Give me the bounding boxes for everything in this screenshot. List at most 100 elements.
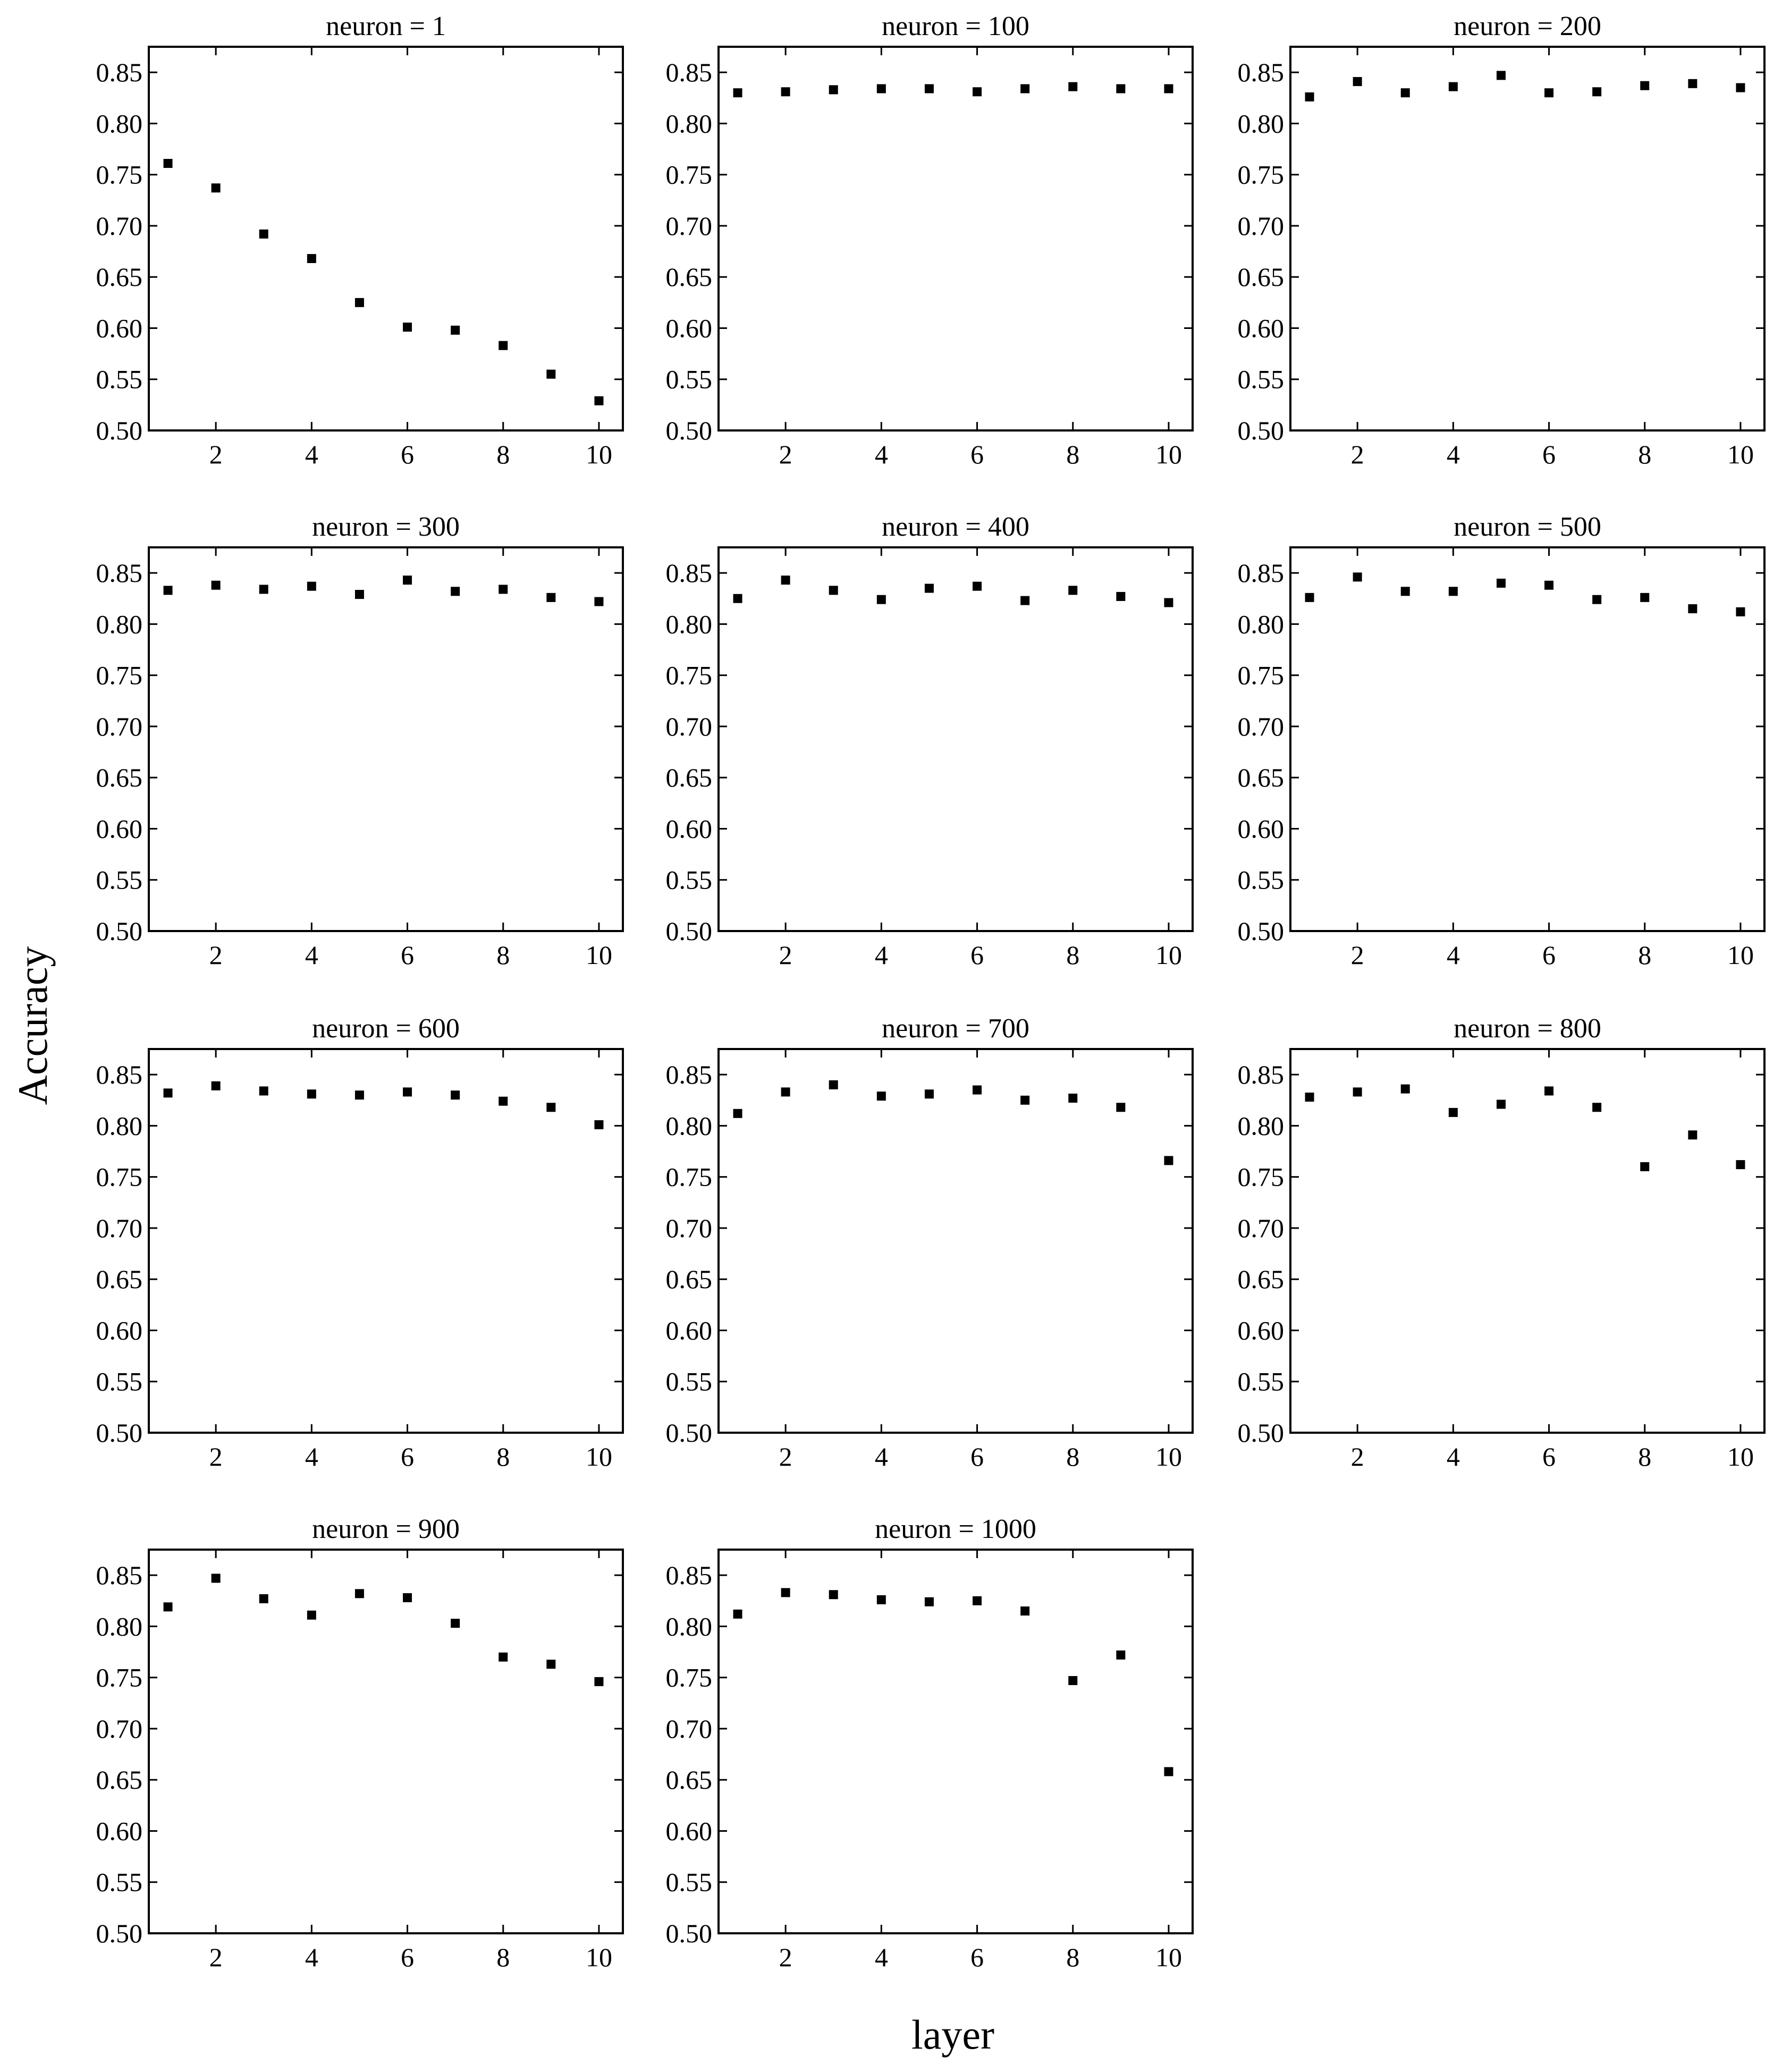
y-tick-label: 0.60	[666, 313, 713, 343]
data-point	[1164, 1767, 1173, 1777]
data-point	[1068, 82, 1078, 91]
plot-frame	[1289, 1048, 1766, 1434]
y-tick-label: 0.80	[96, 609, 143, 639]
data-point	[1020, 1095, 1030, 1105]
y-tick-label: 0.85	[1238, 558, 1285, 588]
x-tick-label: 6	[970, 1442, 984, 1471]
x-tick-label: 8	[1638, 439, 1651, 469]
plot-frame	[717, 1549, 1194, 1934]
data-point	[354, 590, 364, 599]
data-point	[924, 1597, 934, 1606]
y-tick-label: 0.60	[96, 814, 143, 843]
data-point	[1496, 71, 1506, 80]
plot-frame	[717, 546, 1194, 932]
y-tick-label: 0.85	[96, 558, 143, 588]
data-point	[1496, 1100, 1506, 1109]
data-point	[546, 369, 556, 379]
plot-frame	[148, 46, 624, 432]
y-tick-label: 0.55	[96, 1867, 143, 1897]
y-tick-label: 0.85	[1238, 1060, 1285, 1089]
x-tick-label: 2	[209, 439, 223, 469]
data-point	[1353, 1087, 1362, 1097]
scatter-panel: neuron = 900 0.50 0.55 0.60 0.65 0.70 0.75 0.80…	[96, 1514, 624, 1972]
panel-title: neuron = 100	[882, 11, 1029, 41]
y-tick-label: 0.70	[1238, 1213, 1285, 1243]
x-tick-label: 6	[401, 1442, 414, 1471]
y-tick-label: 0.50	[96, 1418, 143, 1448]
data-point	[259, 229, 268, 239]
x-tick-label: 10	[1155, 940, 1182, 970]
y-tick-label: 0.80	[96, 1611, 143, 1641]
y-tick-label: 0.50	[1238, 916, 1285, 946]
y-tick-label: 0.60	[96, 313, 143, 343]
y-tick-label: 0.75	[666, 160, 713, 190]
data-point	[1020, 84, 1030, 94]
y-tick-label: 0.55	[666, 1367, 713, 1397]
plot-frame	[1289, 546, 1766, 932]
y-tick-label: 0.75	[666, 1663, 713, 1693]
x-tick-label: 6	[401, 439, 414, 469]
x-tick-label: 2	[1351, 439, 1364, 469]
panel-grid: neuron = 1 0.50 0.55 0.60 0.65 0.70 0.75 0.80 0.…	[96, 11, 1766, 1972]
data-point	[1688, 604, 1697, 614]
y-tick-label: 0.80	[1238, 108, 1285, 138]
data-point	[1353, 77, 1362, 86]
y-tick-label: 0.75	[1238, 160, 1285, 190]
data-point	[876, 1092, 886, 1101]
scatter-panel: neuron = 600 0.50 0.55 0.60 0.65 0.70 0.75 0.80…	[96, 1013, 624, 1471]
x-tick-label: 8	[1638, 940, 1651, 970]
data-point	[1020, 1606, 1030, 1616]
panel-title: neuron = 200	[1454, 11, 1601, 41]
data-point	[973, 1085, 982, 1095]
x-tick-label: 8	[496, 1942, 510, 1972]
y-tick-label: 0.55	[96, 365, 143, 394]
data-point	[1353, 572, 1362, 582]
y-tick-label: 0.60	[1238, 313, 1285, 343]
y-tick-label: 0.80	[666, 108, 713, 138]
x-tick-label: 2	[1351, 1442, 1364, 1471]
data-point	[876, 1595, 886, 1604]
data-point	[1164, 1156, 1173, 1165]
data-point	[546, 1660, 556, 1669]
data-point	[1400, 88, 1410, 98]
x-tick-label: 4	[875, 940, 888, 970]
y-tick-label: 0.70	[666, 1714, 713, 1744]
scatter-panel: neuron = 100 0.50 0.55 0.60 0.65 0.70 0.75 0.80…	[666, 11, 1194, 469]
data-point	[163, 1602, 173, 1612]
x-tick-label: 6	[970, 940, 984, 970]
y-tick-label: 0.75	[1238, 1162, 1285, 1192]
y-tick-label: 0.55	[1238, 365, 1285, 394]
data-point	[1640, 1162, 1650, 1171]
x-tick-label: 2	[779, 1942, 792, 1972]
data-point	[781, 1588, 790, 1597]
x-tick-label: 8	[1066, 940, 1079, 970]
x-tick-label: 6	[1542, 439, 1556, 469]
x-tick-label: 8	[1066, 1942, 1079, 1972]
x-tick-label: 8	[1066, 439, 1079, 469]
panel-title: neuron = 600	[312, 1013, 460, 1044]
data-point	[1496, 578, 1506, 588]
y-tick-label: 0.50	[96, 416, 143, 445]
y-tick-label: 0.55	[666, 865, 713, 895]
y-tick-label: 0.65	[96, 1765, 143, 1795]
data-point	[451, 325, 460, 335]
y-tick-label: 0.50	[666, 916, 713, 946]
data-point	[1688, 1130, 1697, 1140]
x-tick-label: 4	[875, 439, 888, 469]
data-point	[1448, 1107, 1458, 1117]
x-tick-label: 10	[1155, 1442, 1182, 1471]
data-point	[451, 1619, 460, 1628]
x-tick-label: 6	[1542, 940, 1556, 970]
data-point	[1068, 586, 1078, 595]
y-tick-label: 0.55	[1238, 865, 1285, 895]
data-point	[876, 595, 886, 604]
scatter-panel: neuron = 700 0.50 0.55 0.60 0.65 0.70 0.75 0.80…	[666, 1013, 1194, 1471]
data-point	[781, 87, 790, 97]
panel-title: neuron = 500	[1454, 512, 1601, 542]
data-point	[1305, 1092, 1314, 1102]
data-point	[451, 1090, 460, 1100]
data-point	[1116, 1103, 1126, 1112]
data-point	[1736, 607, 1745, 616]
data-point	[354, 1589, 364, 1599]
data-point	[1544, 580, 1554, 590]
